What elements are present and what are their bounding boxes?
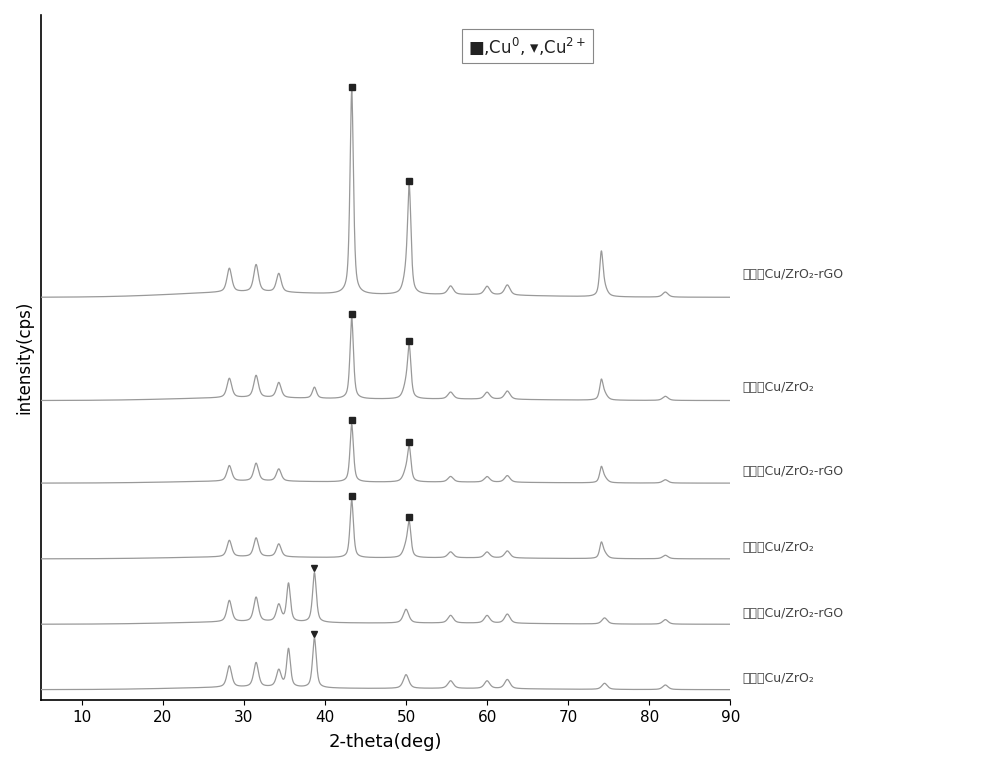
Text: 还原前Cu/ZrO₂: 还原前Cu/ZrO₂ bbox=[742, 673, 814, 686]
Text: $\blacksquare$,Cu$^0$, $\blacktriangledown$,Cu$^{2+}$: $\blacksquare$,Cu$^0$, $\blacktriangledo… bbox=[468, 35, 586, 57]
Y-axis label: intensity(cps): intensity(cps) bbox=[15, 301, 33, 414]
Text: 反应后Cu/ZrO₂-rGO: 反应后Cu/ZrO₂-rGO bbox=[742, 268, 843, 280]
Text: 反应后Cu/ZrO₂: 反应后Cu/ZrO₂ bbox=[742, 381, 814, 394]
Text: 还原前Cu/ZrO₂-rGO: 还原前Cu/ZrO₂-rGO bbox=[742, 607, 843, 620]
Text: 还原后Cu/ZrO₂-rGO: 还原后Cu/ZrO₂-rGO bbox=[742, 466, 843, 479]
X-axis label: 2-theta(deg): 2-theta(deg) bbox=[329, 733, 443, 751]
Text: 还原后Cu/ZrO₂: 还原后Cu/ZrO₂ bbox=[742, 541, 814, 554]
